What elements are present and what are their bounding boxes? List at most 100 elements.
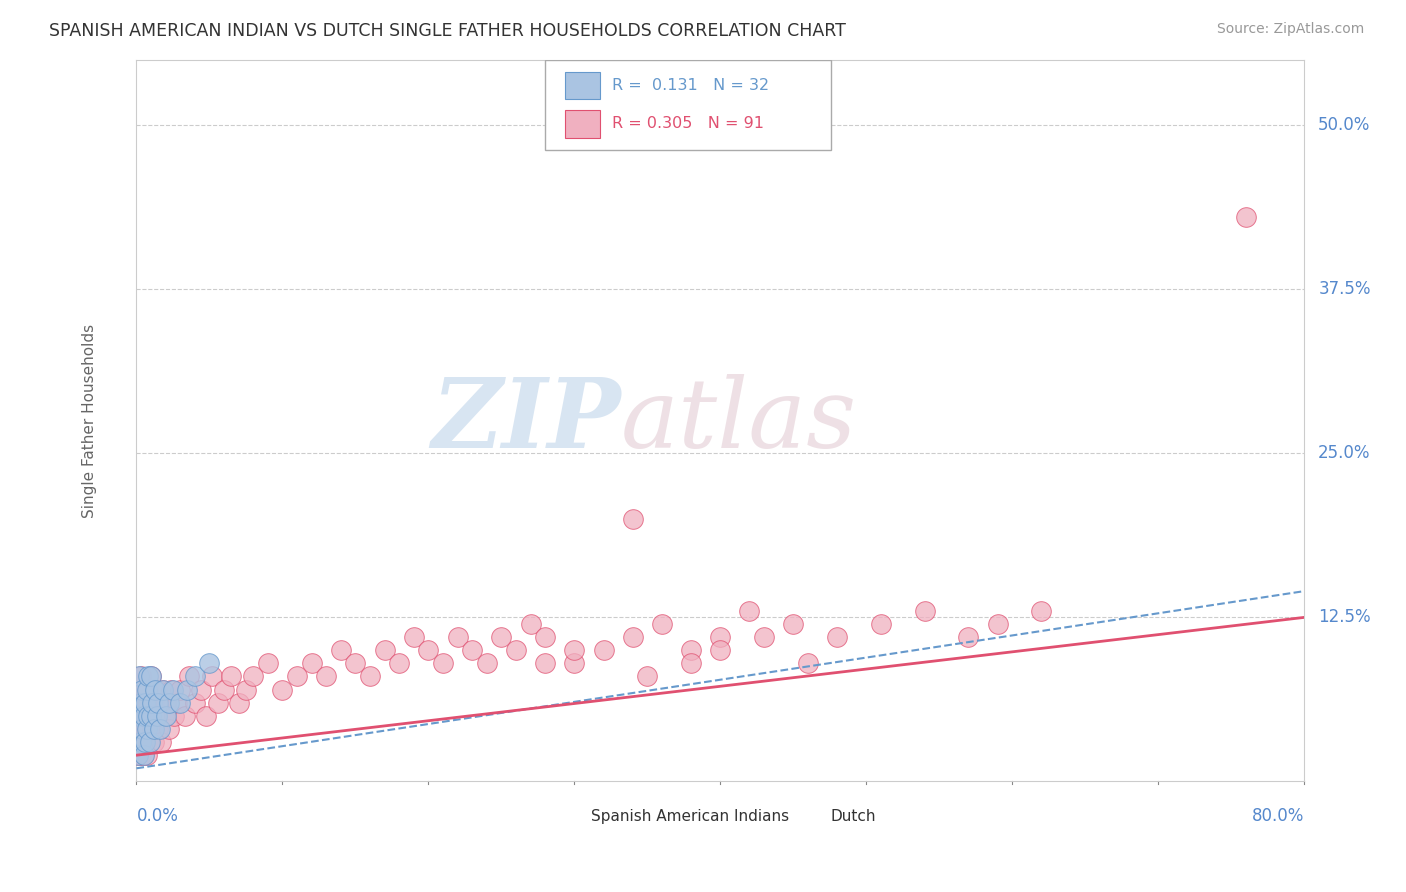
Point [752,630,775,644]
Point [157,722,180,736]
Point [235,682,257,697]
Text: 37.5%: 37.5% [1319,280,1371,298]
Point [145,708,167,723]
Point [131,682,153,697]
Point [150,735,173,749]
Text: Dutch: Dutch [830,808,876,823]
Point [212,682,235,697]
Point [145,682,167,697]
Point [128,735,150,749]
Point [141,722,163,736]
Point [142,696,165,710]
Point [142,722,165,736]
Point [128,708,150,723]
Point [562,643,585,657]
Point [131,735,153,749]
Point [184,669,207,683]
Point [870,616,893,631]
Point [132,722,155,736]
Point [128,696,150,710]
Point [136,722,159,736]
Point [155,708,177,723]
Point [139,669,162,683]
Point [138,735,160,749]
Point [461,643,484,657]
Point [139,708,162,723]
Point [825,630,848,644]
Point [138,735,160,749]
Text: SPANISH AMERICAN INDIAN VS DUTCH SINGLE FATHER HOUSEHOLDS CORRELATION CHART: SPANISH AMERICAN INDIAN VS DUTCH SINGLE … [49,22,846,40]
Point [160,682,183,697]
Text: 80.0%: 80.0% [1251,806,1305,825]
Point [374,643,396,657]
Bar [790,806,815,826]
Point [157,696,180,710]
Point [142,735,165,749]
Point [987,616,1010,631]
Point [190,682,212,697]
Point [176,682,198,697]
Point [957,630,980,644]
Bar [565,72,600,99]
Point [329,643,352,657]
Point [201,669,224,683]
Point [139,669,162,683]
Text: R =  0.131   N = 32: R = 0.131 N = 32 [612,78,769,93]
Text: 50.0%: 50.0% [1319,116,1371,134]
Point [129,696,152,710]
Point [129,748,152,763]
Point [681,657,703,671]
Point [388,657,411,671]
Point [127,748,149,763]
Point [285,669,308,683]
Point [135,696,157,710]
Point [134,735,156,749]
Point [359,669,381,683]
Point [162,682,184,697]
Point [651,616,673,631]
Point [153,708,176,723]
Point [242,669,264,683]
Text: ZIP: ZIP [432,374,621,467]
Text: R = 0.305   N = 91: R = 0.305 N = 91 [612,116,763,131]
Point [256,657,278,671]
Point [169,682,191,697]
Point [301,657,323,671]
Point [148,696,170,710]
Point [562,657,585,671]
Point [1234,210,1257,224]
Point [146,682,169,697]
Point [152,682,174,697]
Point [149,696,172,710]
Point [709,643,731,657]
Point [136,682,159,697]
Point [491,630,513,644]
Point [636,669,658,683]
Point [163,708,186,723]
Point [132,708,155,723]
Point [148,722,170,736]
Point [621,630,644,644]
Point [128,669,150,683]
Text: atlas: atlas [621,374,858,467]
Text: 25.0%: 25.0% [1319,444,1371,462]
Point [271,682,294,697]
Bar [565,110,600,137]
Point [198,657,221,671]
Point [173,708,195,723]
Point [797,657,820,671]
Point [177,669,200,683]
Point [432,657,454,671]
Point [1031,604,1053,618]
Point [418,643,440,657]
Point [184,696,207,710]
Point [195,708,218,723]
Point [129,708,152,723]
Point [738,604,761,618]
Point [681,643,703,657]
Point [534,657,557,671]
Point [127,722,149,736]
Point [782,616,804,631]
FancyBboxPatch shape [546,60,831,150]
Text: Spanish American Indians: Spanish American Indians [591,808,789,823]
